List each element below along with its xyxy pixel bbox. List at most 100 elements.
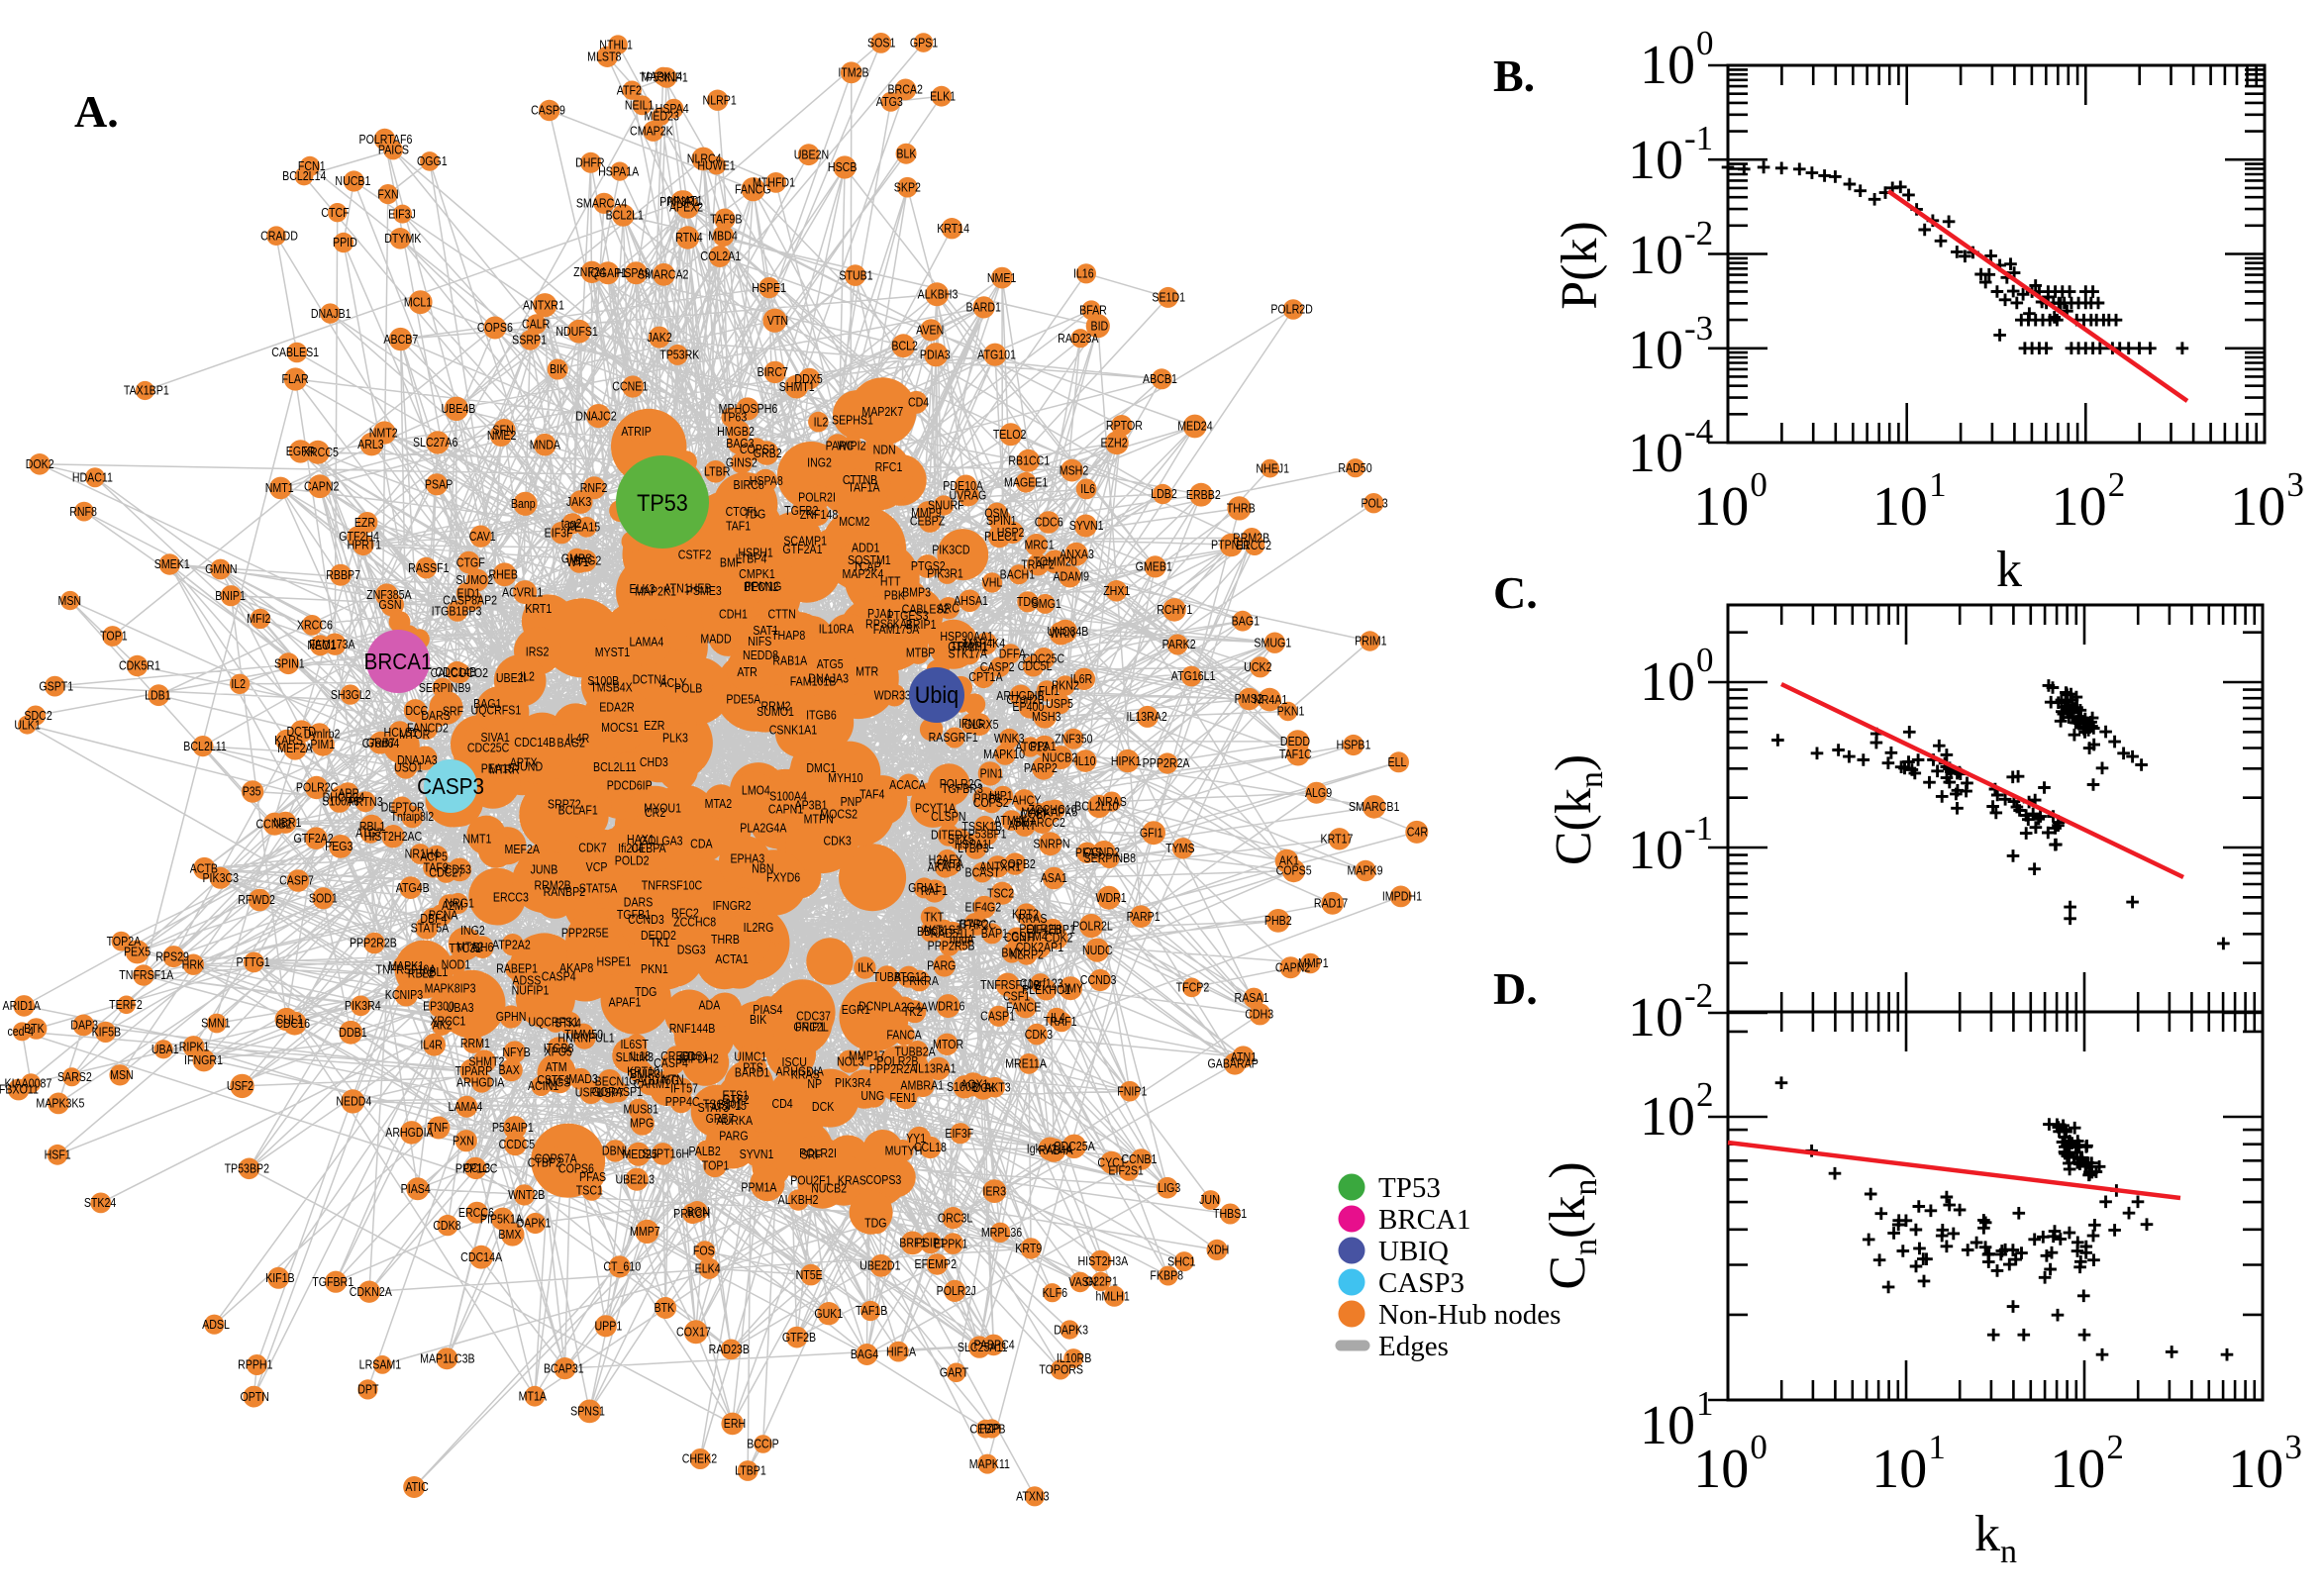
svg-text:MEF2A: MEF2A <box>505 843 541 856</box>
svg-text:CTBP2: CTBP2 <box>528 1156 561 1170</box>
svg-text:PKN1: PKN1 <box>1277 705 1305 719</box>
svg-text:PPP2R5E: PPP2R5E <box>561 927 609 941</box>
svg-text:USO1: USO1 <box>394 761 423 775</box>
svg-text:ZNF385A: ZNF385A <box>366 588 412 602</box>
svg-text:H2AFY: H2AFY <box>929 853 962 867</box>
svg-text:B.: B. <box>1493 50 1535 101</box>
svg-text:ANTXR1: ANTXR1 <box>979 860 1021 874</box>
svg-text:HNRNPUL1: HNRNPUL1 <box>557 1032 614 1046</box>
svg-text:FKBP8: FKBP8 <box>1150 1269 1183 1283</box>
svg-text:NUCB2: NUCB2 <box>1042 751 1077 765</box>
svg-text:PBK: PBK <box>884 589 905 603</box>
svg-text:Ubiq: Ubiq <box>915 681 959 708</box>
svg-text:IL6R: IL6R <box>1070 672 1092 686</box>
svg-text:CDK2AP1: CDK2AP1 <box>1016 941 1063 954</box>
svg-text:CD53: CD53 <box>445 863 471 877</box>
svg-text:COPS6: COPS6 <box>477 321 513 335</box>
svg-text:SSRP1: SSRP1 <box>512 334 547 348</box>
svg-text:DNAJC2: DNAJC2 <box>575 410 616 424</box>
svg-text:PPID: PPID <box>333 236 357 249</box>
svg-text:TAF4: TAF4 <box>859 788 885 802</box>
svg-text:DTYMK: DTYMK <box>384 232 421 246</box>
svg-text:RBL1: RBL1 <box>359 820 386 834</box>
svg-text:TP53: TP53 <box>637 489 688 516</box>
svg-text:SMEK1: SMEK1 <box>154 557 190 571</box>
svg-text:MED24: MED24 <box>1177 420 1213 434</box>
svg-text:PPM1A: PPM1A <box>741 1181 776 1195</box>
svg-text:MAPK3K5: MAPK3K5 <box>36 1097 84 1111</box>
svg-text:ARC: ARC <box>937 602 959 616</box>
svg-text:LTBP4: LTBP4 <box>736 552 767 566</box>
svg-text:MAGEE1: MAGEE1 <box>1004 476 1048 490</box>
svg-text:MBD4: MBD4 <box>708 230 738 244</box>
svg-text:TFCP2: TFCP2 <box>1176 981 1210 995</box>
svg-text:SPIN1: SPIN1 <box>274 657 305 671</box>
svg-text:MRPL36: MRPL36 <box>981 1226 1022 1240</box>
svg-text:AP3B1: AP3B1 <box>795 799 828 813</box>
svg-text:DNAJA3: DNAJA3 <box>397 753 438 767</box>
svg-text:SPNS1: SPNS1 <box>570 1405 605 1419</box>
svg-text:Igk-V21-4: Igk-V21-4 <box>1027 1143 1073 1156</box>
svg-text:TK1: TK1 <box>651 936 669 949</box>
svg-text:AK1: AK1 <box>1279 854 1299 868</box>
svg-text:MAPK8IP3: MAPK8IP3 <box>425 982 476 996</box>
svg-text:ING2: ING2 <box>807 456 832 470</box>
svg-text:UNG: UNG <box>860 1089 884 1103</box>
svg-text:GUK1: GUK1 <box>814 1307 843 1321</box>
svg-text:RNF8: RNF8 <box>69 505 97 519</box>
svg-text:Banp: Banp <box>511 497 536 511</box>
svg-text:-4: -4 <box>1684 412 1713 450</box>
svg-text:NUFIP1: NUFIP1 <box>512 984 550 998</box>
svg-text:C.: C. <box>1493 567 1538 618</box>
svg-text:EP400: EP400 <box>1012 700 1044 714</box>
svg-text:S100B: S100B <box>587 674 619 688</box>
svg-text:VHL: VHL <box>982 576 1003 590</box>
svg-text:CD4: CD4 <box>771 1097 793 1111</box>
svg-text:FNTA: FNTA <box>937 857 963 871</box>
svg-text:PIAS4: PIAS4 <box>401 1182 432 1196</box>
svg-text:APP: APP <box>338 787 358 801</box>
svg-text:CDC6: CDC6 <box>1035 516 1063 530</box>
svg-text:UBE2L3: UBE2L3 <box>615 1173 655 1187</box>
svg-text:MMP9: MMP9 <box>911 506 942 520</box>
svg-text:TP63: TP63 <box>722 411 747 425</box>
svg-text:ADA: ADA <box>698 999 720 1013</box>
svg-text:TAF1B: TAF1B <box>856 1304 888 1318</box>
svg-text:ABCB1: ABCB1 <box>1143 372 1177 386</box>
svg-text:PCYT1A: PCYT1A <box>915 802 957 816</box>
svg-text:ZNF350: ZNF350 <box>1055 733 1092 747</box>
svg-text:MSH3: MSH3 <box>1032 710 1061 724</box>
svg-text:DCC: DCC <box>405 704 428 718</box>
svg-text:DEDD: DEDD <box>1280 735 1310 748</box>
svg-text:IFT57: IFT57 <box>670 1082 698 1096</box>
svg-text:NRG1: NRG1 <box>445 897 474 911</box>
svg-text:MAPK9: MAPK9 <box>1348 864 1383 878</box>
svg-text:RPTOR: RPTOR <box>1106 419 1143 433</box>
svg-text:CCNB2: CCNB2 <box>256 818 292 832</box>
svg-text:PTPN11: PTPN11 <box>1211 539 1250 552</box>
svg-text:MLST8: MLST8 <box>587 50 621 64</box>
svg-text:ATM: ATM <box>546 1060 567 1074</box>
svg-text:YY1: YY1 <box>906 1132 926 1146</box>
svg-text:VTN: VTN <box>767 314 788 328</box>
svg-text:KARS: KARS <box>274 734 303 748</box>
svg-text:CCDC5: CCDC5 <box>499 1138 536 1151</box>
svg-text:PARK2: PARK2 <box>1162 638 1196 651</box>
svg-text:ACACA: ACACA <box>889 778 926 792</box>
svg-text:BAG1: BAG1 <box>1232 615 1260 629</box>
svg-text:DCTN1: DCTN1 <box>633 673 667 687</box>
svg-text:BCL2L10: BCL2L10 <box>1074 800 1118 814</box>
svg-text:HSPA4: HSPA4 <box>656 102 690 116</box>
svg-text:ATG7: ATG7 <box>355 827 382 841</box>
svg-text:FXYD6: FXYD6 <box>766 871 800 885</box>
svg-text:MEF2A: MEF2A <box>277 742 313 755</box>
svg-text:C7orf20: C7orf20 <box>1006 693 1044 707</box>
svg-text:CDC14B: CDC14B <box>514 736 556 749</box>
svg-text:NTHL1: NTHL1 <box>599 39 633 52</box>
svg-text:BGN: BGN <box>687 1205 710 1219</box>
svg-text:EFEMP2: EFEMP2 <box>915 1257 957 1271</box>
svg-text:PIK3C3: PIK3C3 <box>202 871 239 885</box>
svg-text:2: 2 <box>2106 1428 2124 1466</box>
svg-text:ARID1A: ARID1A <box>2 999 41 1013</box>
svg-text:TAF1C: TAF1C <box>1279 748 1312 761</box>
